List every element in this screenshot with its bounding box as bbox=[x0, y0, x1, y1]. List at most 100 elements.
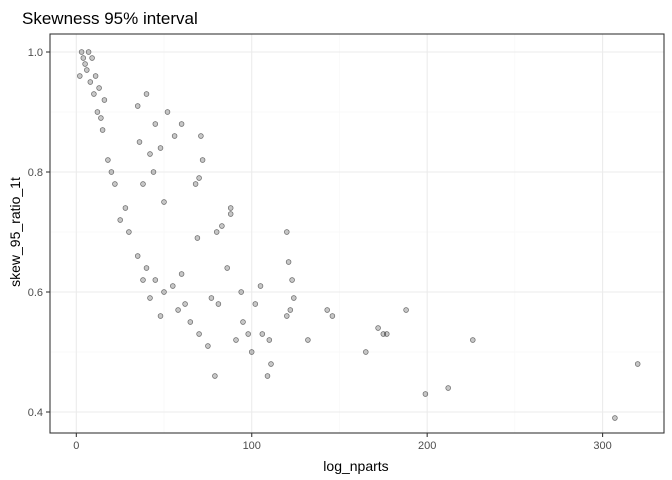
data-point bbox=[157, 145, 164, 151]
data-point bbox=[175, 307, 181, 313]
data-point bbox=[161, 289, 167, 295]
data-point bbox=[143, 265, 150, 271]
data-point bbox=[240, 319, 246, 325]
data-point bbox=[178, 121, 185, 127]
data-point bbox=[227, 205, 234, 211]
data-point bbox=[287, 307, 294, 313]
data-point bbox=[384, 331, 390, 337]
data-point bbox=[268, 361, 274, 367]
chart-title: Skewness 95% interval bbox=[22, 9, 198, 28]
data-point bbox=[291, 295, 297, 301]
data-point bbox=[170, 283, 176, 289]
data-point bbox=[78, 49, 85, 55]
data-point bbox=[105, 157, 111, 163]
data-point bbox=[117, 217, 123, 223]
data-point bbox=[134, 253, 141, 259]
data-point bbox=[108, 169, 115, 175]
data-point bbox=[182, 301, 188, 307]
data-point bbox=[192, 181, 199, 187]
data-point bbox=[215, 301, 222, 307]
data-point bbox=[198, 133, 204, 139]
data-point bbox=[161, 199, 167, 205]
data-point bbox=[634, 361, 641, 367]
data-point bbox=[89, 55, 95, 61]
data-point bbox=[212, 373, 218, 379]
x-tick-label: 200 bbox=[418, 440, 436, 452]
data-point bbox=[194, 235, 201, 241]
data-point bbox=[224, 265, 230, 271]
data-point bbox=[205, 343, 211, 349]
data-point bbox=[126, 229, 132, 235]
data-point bbox=[82, 61, 88, 67]
data-point bbox=[612, 415, 618, 421]
data-point bbox=[196, 331, 202, 337]
data-point bbox=[329, 313, 336, 319]
data-point bbox=[284, 229, 290, 235]
data-point bbox=[87, 79, 94, 85]
data-point bbox=[289, 277, 295, 283]
data-point bbox=[164, 109, 171, 115]
data-point bbox=[84, 67, 90, 73]
data-point bbox=[178, 271, 185, 277]
data-point bbox=[199, 157, 206, 163]
x-axis-title: log_nparts bbox=[323, 458, 388, 474]
data-point bbox=[147, 151, 153, 157]
data-point bbox=[147, 295, 153, 301]
data-point bbox=[99, 127, 106, 133]
y-tick-label: 1.0 bbox=[28, 47, 43, 59]
data-point bbox=[92, 73, 99, 79]
data-point bbox=[85, 49, 92, 55]
data-point bbox=[363, 349, 369, 355]
data-point bbox=[257, 283, 264, 289]
axes: 0 100 200 300 0.4 0.6 0.8 1.0 bbox=[28, 47, 612, 452]
data-point bbox=[134, 103, 141, 109]
data-point bbox=[284, 313, 290, 319]
data-point bbox=[140, 181, 146, 187]
data-point bbox=[122, 205, 129, 211]
x-tick-label: 0 bbox=[73, 440, 79, 452]
data-point bbox=[375, 325, 381, 331]
data-point bbox=[470, 337, 476, 343]
data-point bbox=[157, 313, 164, 319]
data-point bbox=[196, 175, 202, 181]
data-point bbox=[213, 229, 220, 235]
data-point bbox=[227, 211, 234, 217]
x-tick-label: 100 bbox=[243, 440, 261, 452]
data-point bbox=[219, 223, 225, 229]
grid bbox=[50, 34, 664, 433]
data-point bbox=[445, 385, 451, 391]
data-point bbox=[143, 91, 150, 97]
data-point bbox=[96, 85, 102, 91]
data-point bbox=[233, 337, 239, 343]
data-point bbox=[152, 277, 159, 283]
data-point bbox=[422, 391, 429, 397]
data-point bbox=[77, 73, 83, 79]
data-point bbox=[136, 139, 143, 145]
x-tick-label: 300 bbox=[593, 440, 611, 452]
panel-border bbox=[49, 33, 665, 434]
points bbox=[77, 49, 641, 421]
data-point bbox=[245, 331, 251, 337]
y-tick-label: 0.6 bbox=[28, 287, 43, 299]
data-point bbox=[252, 301, 259, 307]
data-point bbox=[152, 121, 159, 127]
data-point bbox=[150, 169, 157, 175]
data-point bbox=[266, 337, 273, 343]
y-tick-label: 0.8 bbox=[28, 167, 43, 179]
data-point bbox=[248, 349, 255, 355]
data-point bbox=[171, 133, 178, 139]
data-point bbox=[98, 115, 104, 121]
data-point bbox=[208, 295, 215, 301]
data-point bbox=[91, 91, 97, 97]
data-point bbox=[140, 277, 146, 283]
y-tick-label: 0.4 bbox=[28, 407, 43, 419]
data-point bbox=[112, 181, 118, 187]
data-point bbox=[403, 307, 409, 313]
data-point bbox=[80, 55, 87, 61]
data-point bbox=[238, 289, 244, 295]
data-point bbox=[264, 373, 271, 379]
data-point bbox=[305, 337, 311, 343]
data-point bbox=[324, 307, 330, 313]
data-point bbox=[101, 97, 108, 103]
data-point bbox=[259, 331, 266, 337]
